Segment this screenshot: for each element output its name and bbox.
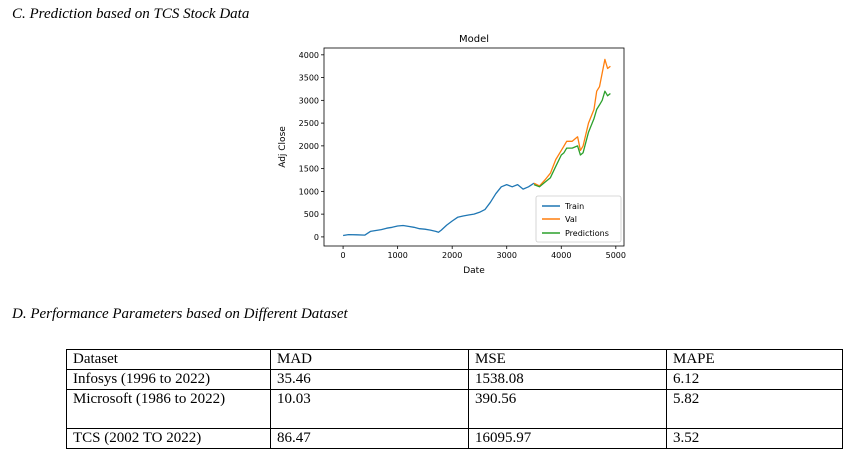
chart-title: Model [459, 34, 489, 45]
y-tick-label: 2000 [299, 142, 319, 151]
y-tick-label: 500 [304, 210, 319, 219]
y-tick-label: 3500 [299, 74, 319, 83]
x-tick-label: 3000 [497, 251, 517, 260]
cell-mad: 86.47 [270, 428, 469, 449]
cell-mad: 35.46 [270, 369, 469, 390]
y-axis-label: Adj Close [278, 126, 288, 168]
cell-mse: 390.56 [468, 389, 667, 429]
cell-mape: 5.82 [666, 389, 843, 429]
series-line-val [533, 58, 611, 187]
cell-mape: 3.52 [666, 428, 843, 449]
series-line-predictions [533, 90, 611, 188]
x-tick-label: 4000 [551, 251, 571, 260]
cell-mse: 16095.97 [468, 428, 667, 449]
table-row: Microsoft (1986 to 2022) 10.03 390.56 5.… [66, 389, 843, 429]
x-axis-label: Date [463, 266, 485, 276]
cell-mse: 1538.08 [468, 369, 667, 390]
legend-box [535, 195, 622, 243]
legend-label-predictions: Predictions [565, 229, 609, 238]
table-header-row: Dataset MAD MSE MAPE [66, 349, 843, 370]
y-tick-label: 3000 [299, 96, 319, 105]
plot-frame [323, 47, 625, 247]
model-chart: Model 0 500 1000 1500 2000 2500 3000 3500 4000 0… [278, 34, 626, 276]
y-axis: 0 500 1000 1500 2000 2500 3000 3500 4000 [299, 51, 324, 242]
legend: Train Val Predictions [535, 195, 622, 243]
performance-table: Dataset MAD MSE MAPE Infosys (1996 to 20… [66, 349, 843, 449]
header-mse: MSE [468, 349, 667, 370]
y-tick-label: 1500 [299, 165, 319, 174]
header-mad: MAD [270, 349, 469, 370]
x-tick-label: 5000 [606, 251, 626, 260]
y-tick-label: 4000 [299, 51, 319, 60]
cell-dataset: TCS (2002 TO 2022) [66, 428, 271, 449]
table-row: Infosys (1996 to 2022) 35.46 1538.08 6.1… [66, 369, 843, 390]
y-tick-label: 2500 [299, 119, 319, 128]
cell-mape: 6.12 [666, 369, 843, 390]
x-axis: 0 1000 2000 3000 4000 5000 [341, 246, 626, 260]
table-row: TCS (2002 TO 2022) 86.47 16095.97 3.52 [66, 428, 843, 449]
cell-dataset: Microsoft (1986 to 2022) [66, 389, 271, 429]
series-line-train [342, 182, 535, 237]
y-tick-label: 1000 [299, 187, 319, 196]
legend-label-train: Train [564, 202, 584, 211]
section-c-heading: C. Prediction based on TCS Stock Data [12, 6, 250, 22]
section-d-heading: D. Performance Parameters based on Diffe… [12, 306, 348, 322]
x-tick-label: 1000 [387, 251, 407, 260]
header-mape: MAPE [666, 349, 843, 370]
header-dataset: Dataset [66, 349, 271, 370]
legend-label-val: Val [565, 215, 577, 224]
cell-mad: 10.03 [270, 389, 469, 429]
x-tick-label: 2000 [442, 251, 462, 260]
series-lines [342, 58, 611, 237]
x-tick-label: 0 [341, 251, 346, 260]
cell-dataset: Infosys (1996 to 2022) [66, 369, 271, 390]
y-tick-label: 0 [314, 233, 319, 242]
